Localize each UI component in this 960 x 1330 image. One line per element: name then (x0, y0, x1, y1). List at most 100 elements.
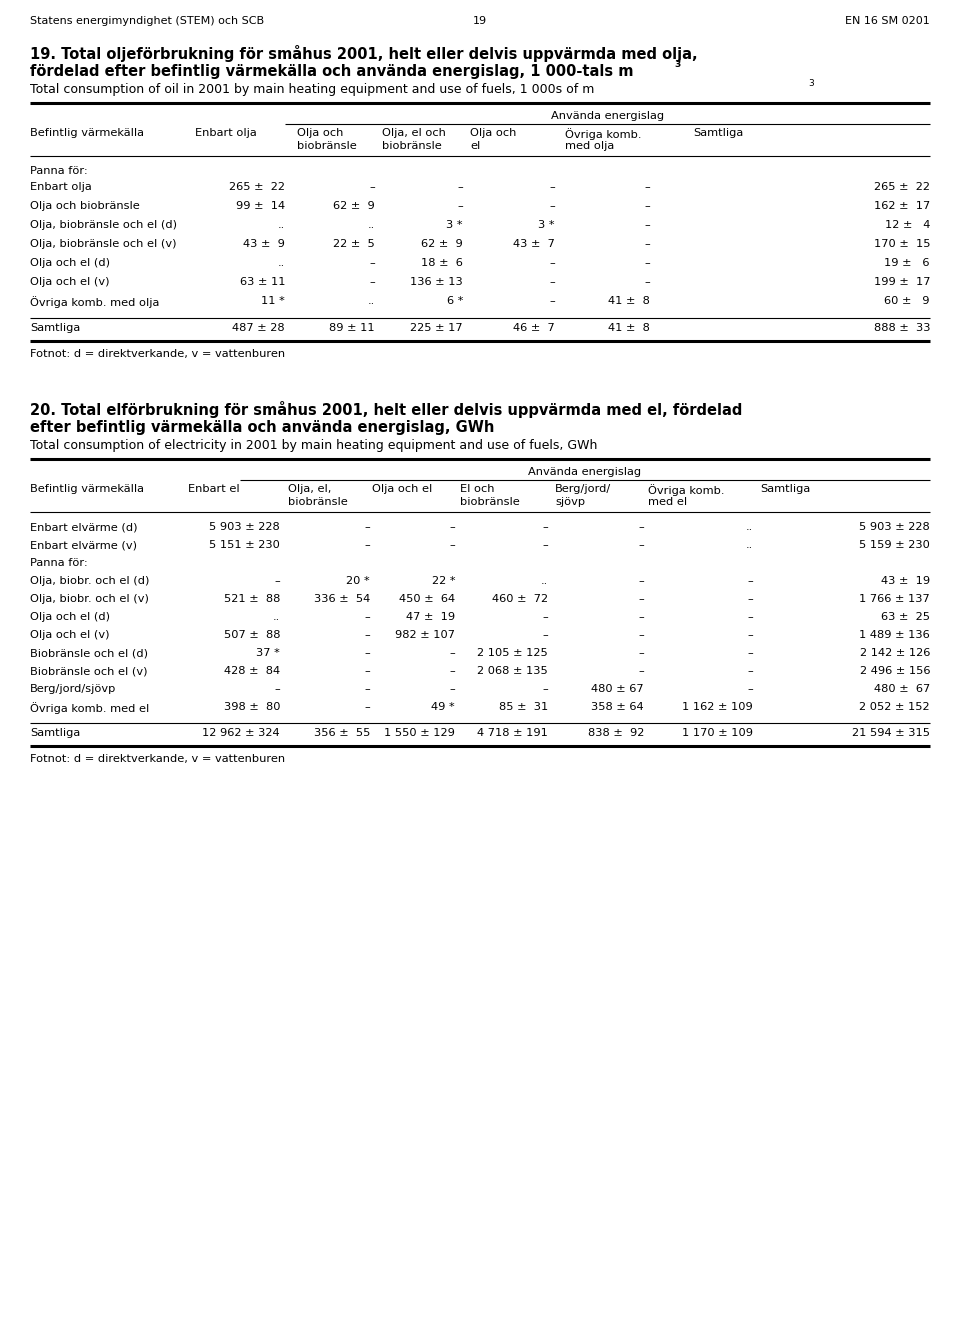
Text: Panna för:: Panna för: (30, 559, 87, 568)
Text: 2 496 ± 156: 2 496 ± 156 (859, 666, 930, 676)
Text: ..: .. (746, 521, 753, 532)
Text: 428 ±  84: 428 ± 84 (224, 666, 280, 676)
Text: Olja och: Olja och (297, 128, 344, 138)
Text: Övriga komb.: Övriga komb. (565, 128, 641, 140)
Text: 49 *: 49 * (431, 702, 455, 712)
Text: 2 068 ± 135: 2 068 ± 135 (477, 666, 548, 676)
Text: Biobränsle och el (v): Biobränsle och el (v) (30, 666, 148, 676)
Text: 1 550 ± 129: 1 550 ± 129 (384, 728, 455, 738)
Text: –: – (638, 666, 644, 676)
Text: 5 903 ± 228: 5 903 ± 228 (859, 521, 930, 532)
Text: Övriga komb.: Övriga komb. (648, 484, 725, 496)
Text: 21 594 ± 315: 21 594 ± 315 (852, 728, 930, 738)
Text: 41 ±  8: 41 ± 8 (608, 297, 650, 306)
Text: 12 ±   4: 12 ± 4 (884, 219, 930, 230)
Text: –: – (364, 666, 370, 676)
Text: 507 ±  88: 507 ± 88 (224, 630, 280, 640)
Text: –: – (542, 612, 548, 622)
Text: –: – (549, 182, 555, 192)
Text: Olja, biobränsle och el (d): Olja, biobränsle och el (d) (30, 219, 177, 230)
Text: Fotnot: d = direktverkande, v = vattenburen: Fotnot: d = direktverkande, v = vattenbu… (30, 348, 285, 359)
Text: ..: .. (746, 540, 753, 551)
Text: –: – (449, 540, 455, 551)
Text: Berg/jord/sjövp: Berg/jord/sjövp (30, 684, 116, 694)
Text: 20. Total elförbrukning för småhus 2001, helt eller delvis uppvärmda med el, för: 20. Total elförbrukning för småhus 2001,… (30, 402, 742, 418)
Text: el: el (470, 141, 480, 152)
Text: Enbart elvärme (d): Enbart elvärme (d) (30, 521, 137, 532)
Text: Olja och biobränsle: Olja och biobränsle (30, 201, 140, 211)
Text: –: – (644, 219, 650, 230)
Text: 20 *: 20 * (347, 576, 370, 587)
Text: Biobränsle och el (d): Biobränsle och el (d) (30, 648, 148, 658)
Text: 2 052 ± 152: 2 052 ± 152 (859, 702, 930, 712)
Text: Samtliga: Samtliga (30, 323, 81, 332)
Text: 62 ±  9: 62 ± 9 (421, 239, 463, 249)
Text: 450 ±  64: 450 ± 64 (398, 595, 455, 604)
Text: 265 ±  22: 265 ± 22 (874, 182, 930, 192)
Text: Olja och el: Olja och el (372, 484, 432, 493)
Text: 838 ±  92: 838 ± 92 (588, 728, 644, 738)
Text: –: – (542, 521, 548, 532)
Text: ..: .. (277, 219, 285, 230)
Text: 1 162 ± 109: 1 162 ± 109 (683, 702, 753, 712)
Text: –: – (747, 648, 753, 658)
Text: ..: .. (368, 297, 375, 306)
Text: –: – (542, 630, 548, 640)
Text: Använda energislag: Använda energislag (528, 467, 641, 477)
Text: 5 903 ± 228: 5 903 ± 228 (209, 521, 280, 532)
Text: Berg/jord/: Berg/jord/ (555, 484, 612, 493)
Text: –: – (549, 277, 555, 287)
Text: –: – (457, 182, 463, 192)
Text: –: – (449, 666, 455, 676)
Text: 162 ±  17: 162 ± 17 (874, 201, 930, 211)
Text: –: – (747, 576, 753, 587)
Text: –: – (644, 277, 650, 287)
Text: –: – (275, 576, 280, 587)
Text: Använda energislag: Använda energislag (551, 110, 664, 121)
Text: –: – (457, 201, 463, 211)
Text: 398 ±  80: 398 ± 80 (224, 702, 280, 712)
Text: –: – (638, 540, 644, 551)
Text: –: – (370, 277, 375, 287)
Text: sjövp: sjövp (555, 497, 586, 507)
Text: –: – (364, 612, 370, 622)
Text: 12 962 ± 324: 12 962 ± 324 (203, 728, 280, 738)
Text: Olja och el (d): Olja och el (d) (30, 258, 110, 269)
Text: 63 ±  25: 63 ± 25 (881, 612, 930, 622)
Text: 356 ±  55: 356 ± 55 (314, 728, 370, 738)
Text: –: – (747, 684, 753, 694)
Text: Olja, biobr. och el (d): Olja, biobr. och el (d) (30, 576, 150, 587)
Text: –: – (370, 182, 375, 192)
Text: Total consumption of oil in 2001 by main heating equipment and use of fuels, 1 0: Total consumption of oil in 2001 by main… (30, 82, 594, 96)
Text: 5 159 ± 230: 5 159 ± 230 (859, 540, 930, 551)
Text: –: – (549, 201, 555, 211)
Text: 521 ±  88: 521 ± 88 (224, 595, 280, 604)
Text: –: – (747, 630, 753, 640)
Text: –: – (747, 612, 753, 622)
Text: 19. Total oljeförbrukning för småhus 2001, helt eller delvis uppvärmda med olja,: 19. Total oljeförbrukning för småhus 200… (30, 45, 698, 63)
Text: –: – (364, 648, 370, 658)
Text: 3 *: 3 * (539, 219, 555, 230)
Text: –: – (747, 666, 753, 676)
Text: 89 ± 11: 89 ± 11 (329, 323, 375, 332)
Text: –: – (370, 258, 375, 269)
Text: 19: 19 (473, 16, 487, 27)
Text: –: – (747, 595, 753, 604)
Text: 4 718 ± 191: 4 718 ± 191 (477, 728, 548, 738)
Text: 85 ±  31: 85 ± 31 (499, 702, 548, 712)
Text: 2 142 ± 126: 2 142 ± 126 (859, 648, 930, 658)
Text: ..: .. (277, 258, 285, 269)
Text: –: – (449, 684, 455, 694)
Text: –: – (364, 521, 370, 532)
Text: –: – (549, 258, 555, 269)
Text: 43 ±  9: 43 ± 9 (243, 239, 285, 249)
Text: –: – (549, 297, 555, 306)
Text: 888 ±  33: 888 ± 33 (874, 323, 930, 332)
Text: Olja, biobr. och el (v): Olja, biobr. och el (v) (30, 595, 149, 604)
Text: –: – (449, 521, 455, 532)
Text: ..: .. (368, 219, 375, 230)
Text: Samtliga: Samtliga (693, 128, 743, 138)
Text: 3: 3 (808, 78, 814, 88)
Text: biobränsle: biobränsle (288, 497, 348, 507)
Text: Enbart elvärme (v): Enbart elvärme (v) (30, 540, 137, 551)
